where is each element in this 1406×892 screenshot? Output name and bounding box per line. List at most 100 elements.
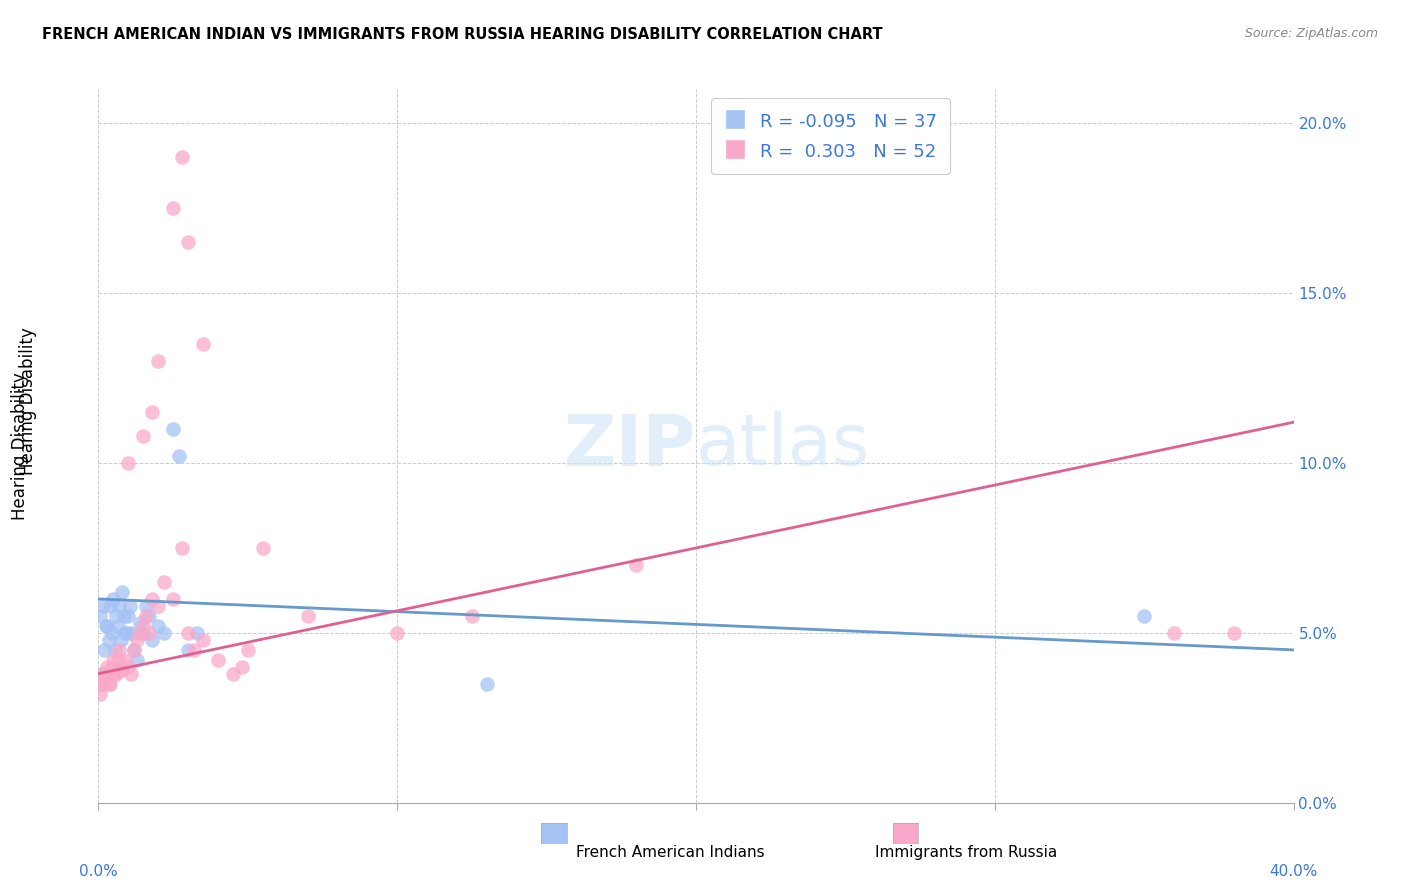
Point	[135, 608, 157, 623]
Point	[129, 626, 152, 640]
Point	[101, 626, 124, 640]
Point	[172, 150, 194, 164]
Point	[117, 456, 139, 470]
Point	[236, 643, 259, 657]
Point	[110, 663, 132, 677]
Point	[461, 608, 484, 623]
Point	[124, 643, 146, 657]
Point	[162, 591, 184, 606]
Point	[104, 643, 127, 657]
Point	[112, 608, 135, 623]
Point	[105, 666, 128, 681]
Point	[104, 666, 127, 681]
Point	[1222, 626, 1246, 640]
Point	[96, 619, 118, 633]
Point	[231, 660, 253, 674]
Point	[91, 599, 114, 613]
Point	[114, 653, 136, 667]
Text: atlas: atlas	[696, 411, 870, 481]
Point	[132, 619, 155, 633]
Point	[93, 666, 115, 681]
Point	[153, 574, 176, 589]
Point	[98, 677, 122, 691]
Point	[183, 643, 205, 657]
Point	[1133, 608, 1156, 623]
Point	[148, 619, 170, 633]
Legend: R = -0.095   N = 37, R =  0.303   N = 52: R = -0.095 N = 37, R = 0.303 N = 52	[711, 98, 950, 174]
Point	[114, 626, 136, 640]
Point	[94, 666, 117, 681]
Point	[94, 619, 117, 633]
Text: French American Indians: French American Indians	[576, 846, 765, 860]
Point	[105, 608, 128, 623]
Point	[117, 608, 139, 623]
Point	[89, 608, 111, 623]
Point	[98, 599, 122, 613]
Point	[162, 422, 184, 436]
Point	[177, 643, 200, 657]
Point	[191, 632, 214, 647]
Point	[115, 626, 138, 640]
Text: 40.0%: 40.0%	[1270, 864, 1317, 879]
Point	[297, 608, 319, 623]
Point	[111, 585, 134, 599]
Point	[108, 599, 131, 613]
Point	[148, 354, 170, 368]
Point	[153, 626, 176, 640]
Point	[138, 608, 160, 623]
Point	[207, 653, 229, 667]
Point	[90, 677, 112, 691]
Point	[120, 666, 142, 681]
Point	[135, 599, 157, 613]
Point	[124, 643, 146, 657]
Point	[89, 687, 111, 701]
Point	[93, 643, 115, 657]
Point	[222, 666, 245, 681]
Point	[96, 660, 118, 674]
Point	[141, 405, 163, 419]
Text: 0.0%: 0.0%	[79, 864, 118, 879]
Point	[103, 653, 125, 667]
Point	[127, 632, 149, 647]
Point	[141, 591, 163, 606]
Point	[624, 558, 647, 572]
Point	[90, 666, 112, 681]
Point	[107, 653, 129, 667]
Point	[110, 632, 132, 647]
Point	[91, 677, 114, 691]
Point	[385, 626, 409, 640]
Point	[101, 660, 124, 674]
Text: Source: ZipAtlas.com: Source: ZipAtlas.com	[1244, 27, 1378, 40]
Point	[1163, 626, 1185, 640]
Point	[120, 626, 142, 640]
Point	[108, 643, 131, 657]
Point	[107, 619, 129, 633]
Point	[177, 235, 200, 249]
Point	[129, 615, 152, 630]
Point	[475, 677, 498, 691]
Point	[141, 632, 163, 647]
Point	[252, 541, 274, 555]
Point	[132, 626, 155, 640]
Point	[167, 449, 190, 463]
Point	[97, 677, 120, 691]
Point	[172, 541, 194, 555]
Point	[162, 201, 184, 215]
Text: FRENCH AMERICAN INDIAN VS IMMIGRANTS FROM RUSSIA HEARING DISABILITY CORRELATION : FRENCH AMERICAN INDIAN VS IMMIGRANTS FRO…	[42, 27, 883, 42]
Point	[191, 337, 214, 351]
Text: Hearing Disability: Hearing Disability	[20, 327, 37, 475]
Point	[111, 663, 134, 677]
Point	[127, 653, 149, 667]
Point	[138, 626, 160, 640]
Text: ZIP: ZIP	[564, 411, 696, 481]
Y-axis label: Hearing Disability: Hearing Disability	[11, 372, 30, 520]
Point	[103, 591, 125, 606]
Point	[132, 429, 155, 443]
Text: Immigrants from Russia: Immigrants from Russia	[875, 846, 1057, 860]
Point	[186, 626, 208, 640]
Point	[118, 599, 141, 613]
Point	[177, 626, 200, 640]
Point	[117, 660, 139, 674]
Point	[97, 632, 120, 647]
Point	[148, 599, 170, 613]
